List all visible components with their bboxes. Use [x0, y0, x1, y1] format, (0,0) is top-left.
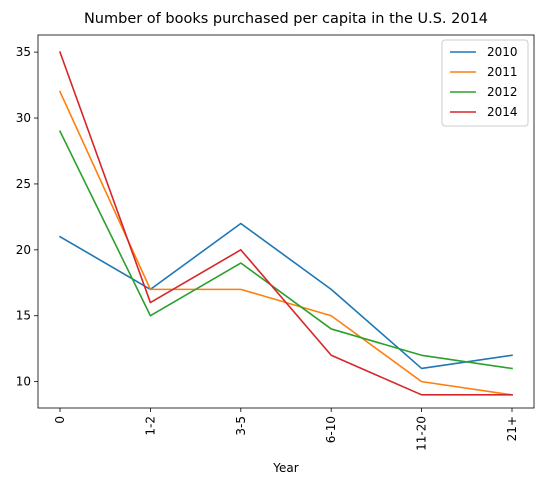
legend-label-2014: 2014	[487, 105, 518, 119]
axes-frame	[37, 34, 535, 409]
legend-label-2012: 2012	[487, 85, 518, 99]
y-tick-label: 25	[16, 177, 31, 191]
series-line-2011	[58, 90, 513, 396]
plot-area: 10 15 20 25 30 35 0 1-2 3-5 6-10 11-20 21+	[16, 34, 535, 451]
x-tick-label: 1-2	[143, 416, 157, 436]
y-tick-label: 15	[16, 309, 31, 323]
series-line-2010	[58, 222, 513, 370]
series-line-2012	[58, 130, 513, 370]
legend-label-2010: 2010	[487, 45, 518, 59]
legend-box	[441, 39, 529, 127]
y-tick-label: 30	[16, 111, 31, 125]
legend-label-2011: 2011	[487, 65, 518, 79]
legend: 2010 2011 2012 2014	[441, 39, 529, 127]
y-tick-label: 35	[16, 45, 31, 59]
x-tick-label: 21+	[505, 416, 519, 441]
chart-title: Number of books purchased per capita in …	[84, 11, 488, 27]
x-tick-label: 6-10	[324, 416, 338, 443]
y-tick-label: 20	[16, 243, 31, 257]
x-tick-label: 3-5	[234, 416, 248, 436]
x-tick-label: 11-20	[415, 416, 429, 451]
y-tick-label: 10	[16, 375, 31, 389]
x-axis-label: Year	[272, 461, 298, 475]
x-tick-label: 0	[53, 416, 67, 424]
series-line-2014	[58, 51, 513, 396]
